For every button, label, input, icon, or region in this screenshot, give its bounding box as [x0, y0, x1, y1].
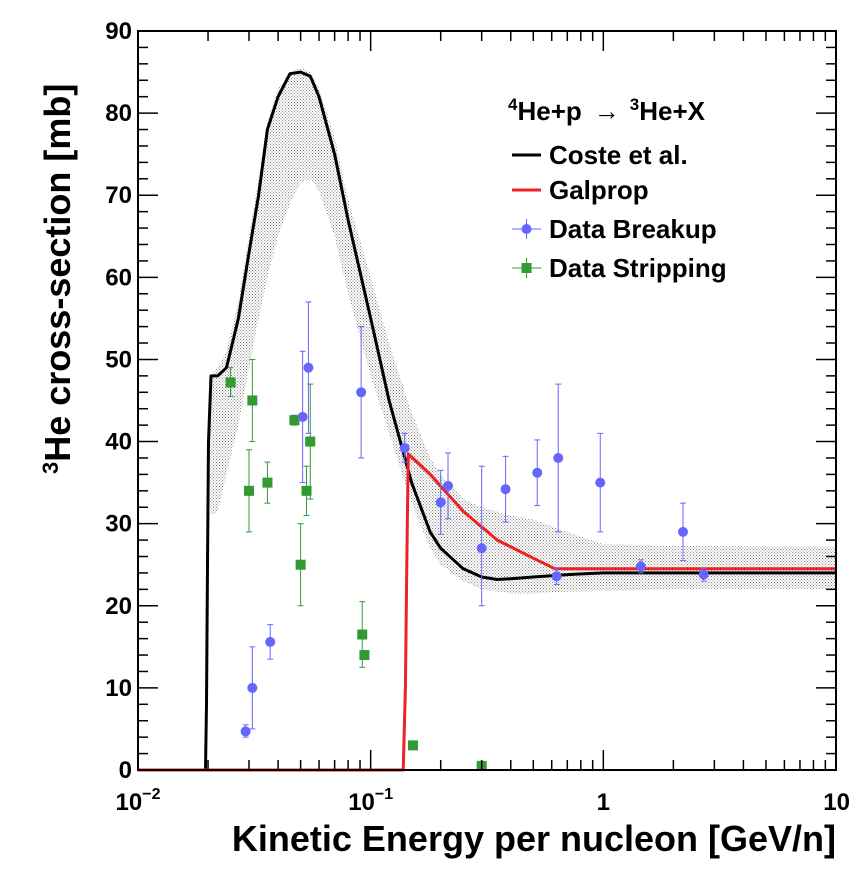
x-tick-label: 1	[597, 789, 610, 816]
stripping-point	[289, 414, 300, 426]
stripping-marker	[305, 436, 316, 447]
y-axis-title-main: He cross-section [mb]	[37, 84, 78, 462]
axis-ticks	[137, 30, 837, 771]
y-tick-label: 60	[105, 264, 132, 291]
legend-header-part2: He+X	[639, 96, 705, 126]
breakup-marker	[303, 362, 314, 373]
breakup-marker	[247, 682, 258, 693]
breakup-marker	[551, 571, 562, 582]
coste-uncertainty-band	[210, 68, 836, 594]
y-tick-label: 10	[105, 675, 132, 702]
breakup-point	[553, 383, 564, 533]
breakup-point	[247, 646, 258, 730]
x-tick-labels: 10−2 10−1 1 10	[116, 786, 850, 816]
legend-header: 4He+p → 3He+X	[508, 95, 706, 126]
stripping-point	[301, 465, 312, 516]
x-tick-label: 10−2	[116, 786, 161, 816]
breakup-marker	[356, 387, 367, 398]
stripping-point	[225, 367, 236, 397]
stripping-marker	[407, 740, 418, 751]
stripping-marker	[295, 559, 306, 570]
coste-line	[138, 70, 836, 772]
y-tick-label: 40	[105, 429, 132, 456]
stripping-point	[359, 650, 370, 661]
breakup-point	[698, 567, 709, 582]
breakup-marker	[698, 569, 709, 580]
legend-galprop-label: Galprop	[549, 175, 649, 205]
stripping-point	[407, 740, 418, 751]
breakup-point	[678, 502, 689, 562]
y-tick-label: 50	[105, 346, 132, 373]
y-tick-label: 80	[105, 100, 132, 127]
stripping-marker	[357, 629, 368, 640]
y-tick-label: 20	[105, 593, 132, 620]
legend-stripping-label: Data Stripping	[549, 253, 727, 283]
stripping-marker	[289, 415, 300, 426]
breakup-point	[399, 432, 410, 463]
breakup-marker	[476, 543, 487, 554]
y-tick-label: 70	[105, 182, 132, 209]
breakup-point	[551, 567, 562, 585]
legend-stripping-marker	[521, 263, 532, 273]
y-tick-label: 90	[105, 18, 132, 45]
curves-layer	[138, 70, 836, 772]
breakup-point	[443, 452, 454, 520]
breakup-marker	[240, 726, 251, 737]
data-points-layer	[225, 301, 709, 771]
coste-band-area	[210, 68, 836, 594]
stripping-point	[262, 461, 273, 504]
stripping-marker	[262, 477, 273, 488]
breakup-marker	[678, 526, 689, 537]
galprop-line	[138, 452, 836, 772]
stripping-marker	[225, 377, 236, 388]
breakup-point	[635, 559, 646, 574]
legend-header-part1: He+p	[517, 96, 581, 126]
stripping-point	[295, 523, 306, 607]
breakup-marker	[399, 443, 410, 454]
breakup-point	[500, 455, 511, 523]
breakup-marker	[595, 477, 606, 488]
x-tick-label: 10−1	[348, 786, 393, 816]
y-tick-label: 30	[105, 511, 132, 538]
breakup-marker	[635, 561, 646, 572]
stripping-marker	[359, 650, 370, 661]
breakup-marker	[532, 467, 543, 478]
breakup-marker	[435, 497, 446, 508]
x-axis-title: Kinetic Energy per nucleon [GeV/n]	[232, 818, 836, 859]
stripping-point	[244, 449, 255, 533]
breakup-point	[297, 350, 308, 484]
breakup-point	[532, 439, 543, 507]
breakup-point	[435, 469, 446, 535]
stripping-point	[247, 358, 258, 443]
breakup-marker	[553, 452, 564, 463]
y-tick-labels: 0 10 20 30 40 50 60 70 80 90	[105, 18, 132, 784]
breakup-point	[595, 432, 606, 533]
breakup-point	[476, 465, 487, 607]
y-axis-title-sup: 3	[38, 462, 63, 474]
plot-frame	[137, 30, 837, 771]
legend-header-arrow: →	[594, 96, 620, 126]
breakup-point	[265, 624, 276, 660]
breakup-point	[303, 301, 314, 434]
breakup-marker	[500, 484, 511, 495]
legend-header-sup2: 3	[630, 95, 639, 114]
breakup-marker	[265, 636, 276, 647]
x-tick-label: 10	[823, 789, 850, 816]
stripping-marker	[244, 485, 255, 496]
legend-header-sup1: 4	[508, 95, 518, 114]
legend-breakup-marker	[521, 224, 532, 234]
legend-coste-label: Coste et al.	[549, 140, 688, 170]
stripping-marker	[247, 395, 258, 406]
legend: 4He+p → 3He+X Coste et al. Galprop Data Br…	[508, 95, 727, 283]
y-tick-label: 0	[119, 757, 132, 784]
legend-breakup-label: Data Breakup	[549, 214, 717, 244]
breakup-marker	[443, 480, 454, 491]
breakup-point	[356, 326, 367, 459]
breakup-point	[240, 724, 251, 738]
y-axis-title: 3He cross-section [mb]	[37, 84, 78, 474]
stripping-marker	[301, 485, 312, 496]
breakup-marker	[297, 411, 308, 422]
